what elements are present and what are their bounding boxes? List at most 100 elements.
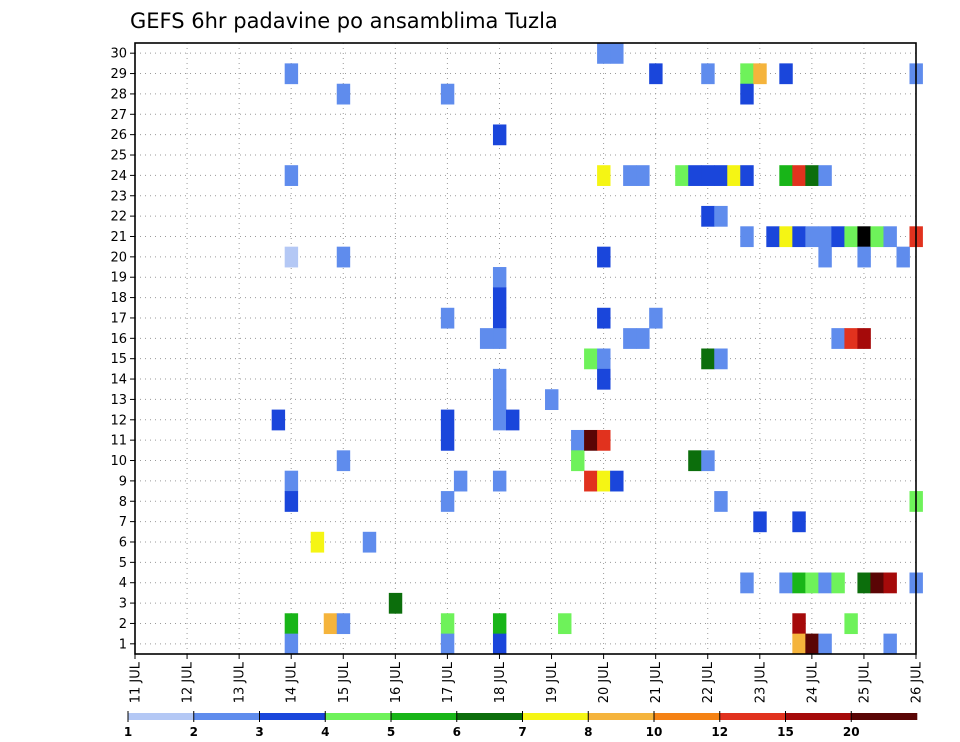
x-tick-label: 21 JUL: [649, 661, 664, 703]
precip-cell: [584, 470, 598, 492]
precip-cell: [610, 470, 624, 492]
legend-swatch: [456, 713, 523, 720]
legend-swatch: [391, 713, 458, 720]
precip-cell: [714, 205, 728, 227]
precip-cell: [779, 226, 793, 248]
precip-cell: [779, 572, 793, 594]
legend-swatch: [588, 713, 655, 720]
x-tick-label: 23 JUL: [753, 661, 768, 703]
precip-cell: [492, 470, 507, 492]
x-tick-label: 14 JUL: [285, 661, 300, 703]
y-tick-label: 19: [110, 271, 127, 286]
precip-cell: [636, 165, 650, 186]
precip-cell: [440, 429, 455, 451]
precip-cell: [636, 328, 650, 349]
legend-label: 1: [124, 725, 132, 739]
precip-cell: [883, 633, 897, 655]
x-tick-label: 25 JUL: [857, 661, 872, 703]
grid: [134, 43, 917, 654]
precip-cell: [714, 348, 728, 370]
precip-cell: [805, 226, 819, 248]
precip-cell: [714, 491, 728, 512]
x-tick-label: 20 JUL: [597, 661, 612, 703]
x-tick-label: 15 JUL: [337, 661, 352, 703]
precip-cell: [610, 43, 624, 64]
y-tick-label: 23: [110, 189, 127, 204]
legend-label: 12: [711, 725, 728, 739]
precip-cell: [857, 246, 871, 268]
precip-cell: [766, 226, 780, 248]
precip-cell: [675, 165, 689, 186]
legend-label: 4: [321, 725, 329, 739]
precip-cell: [440, 409, 455, 431]
y-tick-label: 10: [110, 454, 127, 469]
precip-cell: [388, 592, 403, 614]
y-tick-label: 15: [110, 352, 127, 367]
precip-cell: [792, 165, 806, 186]
x-tick-label: 11 JUL: [129, 661, 144, 703]
precip-cell: [792, 226, 806, 248]
y-tick-label: 30: [110, 47, 127, 62]
precip-cell: [440, 83, 455, 105]
legend-swatch: [654, 713, 721, 720]
precip-cell: [844, 613, 858, 635]
precip-cell: [492, 409, 507, 431]
precip-cell: [323, 613, 338, 635]
y-tick-label: 2: [119, 617, 127, 632]
precip-cell: [597, 43, 611, 64]
precip-cell: [336, 450, 351, 472]
x-tick-label: 18 JUL: [493, 661, 508, 703]
precip-cell: [753, 63, 767, 85]
precip-cell: [844, 226, 858, 248]
x-tick-label: 16 JUL: [389, 661, 404, 703]
precip-cell: [779, 63, 793, 85]
precip-cell: [649, 63, 663, 85]
x-tick-label: 12 JUL: [181, 661, 196, 703]
precip-cell: [792, 511, 806, 533]
precip-cell: [818, 633, 832, 655]
precip-cell: [870, 226, 884, 248]
y-tick-label: 28: [110, 87, 127, 102]
y-tick-label: 22: [110, 210, 127, 225]
y-tick-label: 25: [110, 149, 127, 164]
precip-cell: [362, 531, 377, 553]
precip-cell: [649, 307, 663, 329]
y-tick-label: 20: [110, 250, 127, 265]
plot-frame: [134, 42, 917, 655]
legend-swatch: [719, 713, 786, 720]
precip-cell: [492, 267, 507, 288]
precip-cell: [818, 572, 832, 594]
x-tick-label: 17 JUL: [441, 661, 456, 703]
precip-cell: [558, 613, 572, 635]
precip-cell: [701, 205, 715, 227]
y-tick-label: 18: [110, 291, 127, 306]
precip-cell: [492, 287, 507, 309]
y-tick-label: 24: [110, 169, 127, 184]
y-tick-label: 29: [110, 67, 127, 82]
precip-cell: [792, 633, 806, 655]
precip-cell: [597, 470, 611, 492]
legend-swatch: [128, 713, 195, 720]
precip-cell: [310, 531, 325, 553]
y-tick-label: 8: [119, 495, 127, 510]
legend-swatch: [193, 713, 260, 720]
y-tick-label: 12: [110, 413, 127, 428]
precip-cell: [492, 368, 507, 390]
precip-cell: [818, 226, 832, 248]
y-tick-label: 11: [110, 434, 127, 449]
precip-cell: [857, 572, 871, 594]
precip-cell: [271, 409, 286, 431]
precip-cell: [818, 246, 832, 268]
precip-cell: [284, 165, 299, 186]
precip-cell: [870, 572, 884, 594]
precip-cell: [453, 470, 468, 492]
precip-cell: [492, 307, 507, 329]
precip-cell: [831, 226, 845, 248]
precip-cell: [479, 328, 494, 349]
precip-cell: [623, 328, 637, 349]
precip-cell: [623, 165, 637, 186]
precip-cell: [571, 429, 585, 451]
precip-cell: [740, 83, 754, 105]
precip-cell: [844, 328, 858, 349]
